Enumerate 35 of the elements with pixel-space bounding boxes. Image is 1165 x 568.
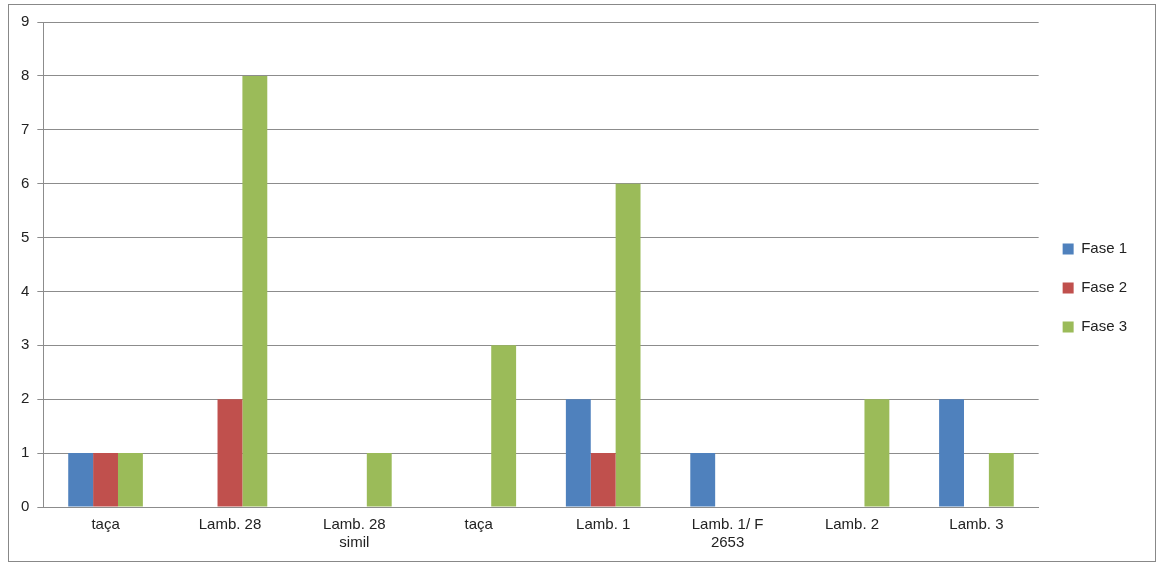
x-tick-label: taça (91, 515, 121, 533)
y-tick-label: 4 (21, 281, 30, 299)
x-tick-label: Lamb. 2 (824, 515, 880, 533)
y-tick-label: 5 (21, 227, 30, 245)
x-tick-label: Lamb. 1 (576, 515, 631, 533)
y-tick-label: 7 (21, 119, 30, 137)
x-tick-label: Lamb. 28 (198, 515, 262, 533)
y-tick-label: 1 (21, 443, 30, 461)
x-tick-label: Lamb. 28 simil (323, 515, 386, 551)
bar (491, 345, 517, 507)
bar (864, 399, 890, 507)
legend-label: Fase 1 (1081, 239, 1127, 257)
bar (217, 399, 243, 507)
y-tick-label: 8 (21, 66, 30, 84)
x-tick-label: Lamb. 3 (949, 515, 1004, 533)
legend-label: Fase 2 (1081, 278, 1127, 296)
y-tick-label: 9 (21, 12, 30, 30)
bar (590, 453, 616, 507)
y-tick-label: 0 (21, 497, 30, 515)
bar (242, 75, 268, 507)
bar (690, 453, 716, 507)
bar (565, 399, 591, 507)
bar (68, 453, 94, 507)
y-tick-label: 6 (21, 173, 30, 191)
x-tick-label: Lamb. 1/ F 2653 (691, 515, 764, 551)
x-tick-label: taça (464, 515, 494, 533)
bar (117, 453, 143, 507)
legend-label: Fase 3 (1081, 317, 1127, 335)
y-tick-label: 3 (21, 335, 30, 353)
bar (615, 183, 641, 507)
y-tick-label: 2 (21, 389, 30, 407)
bar (939, 399, 964, 507)
bar (366, 453, 392, 507)
bar (988, 453, 1014, 507)
bar (93, 453, 118, 507)
